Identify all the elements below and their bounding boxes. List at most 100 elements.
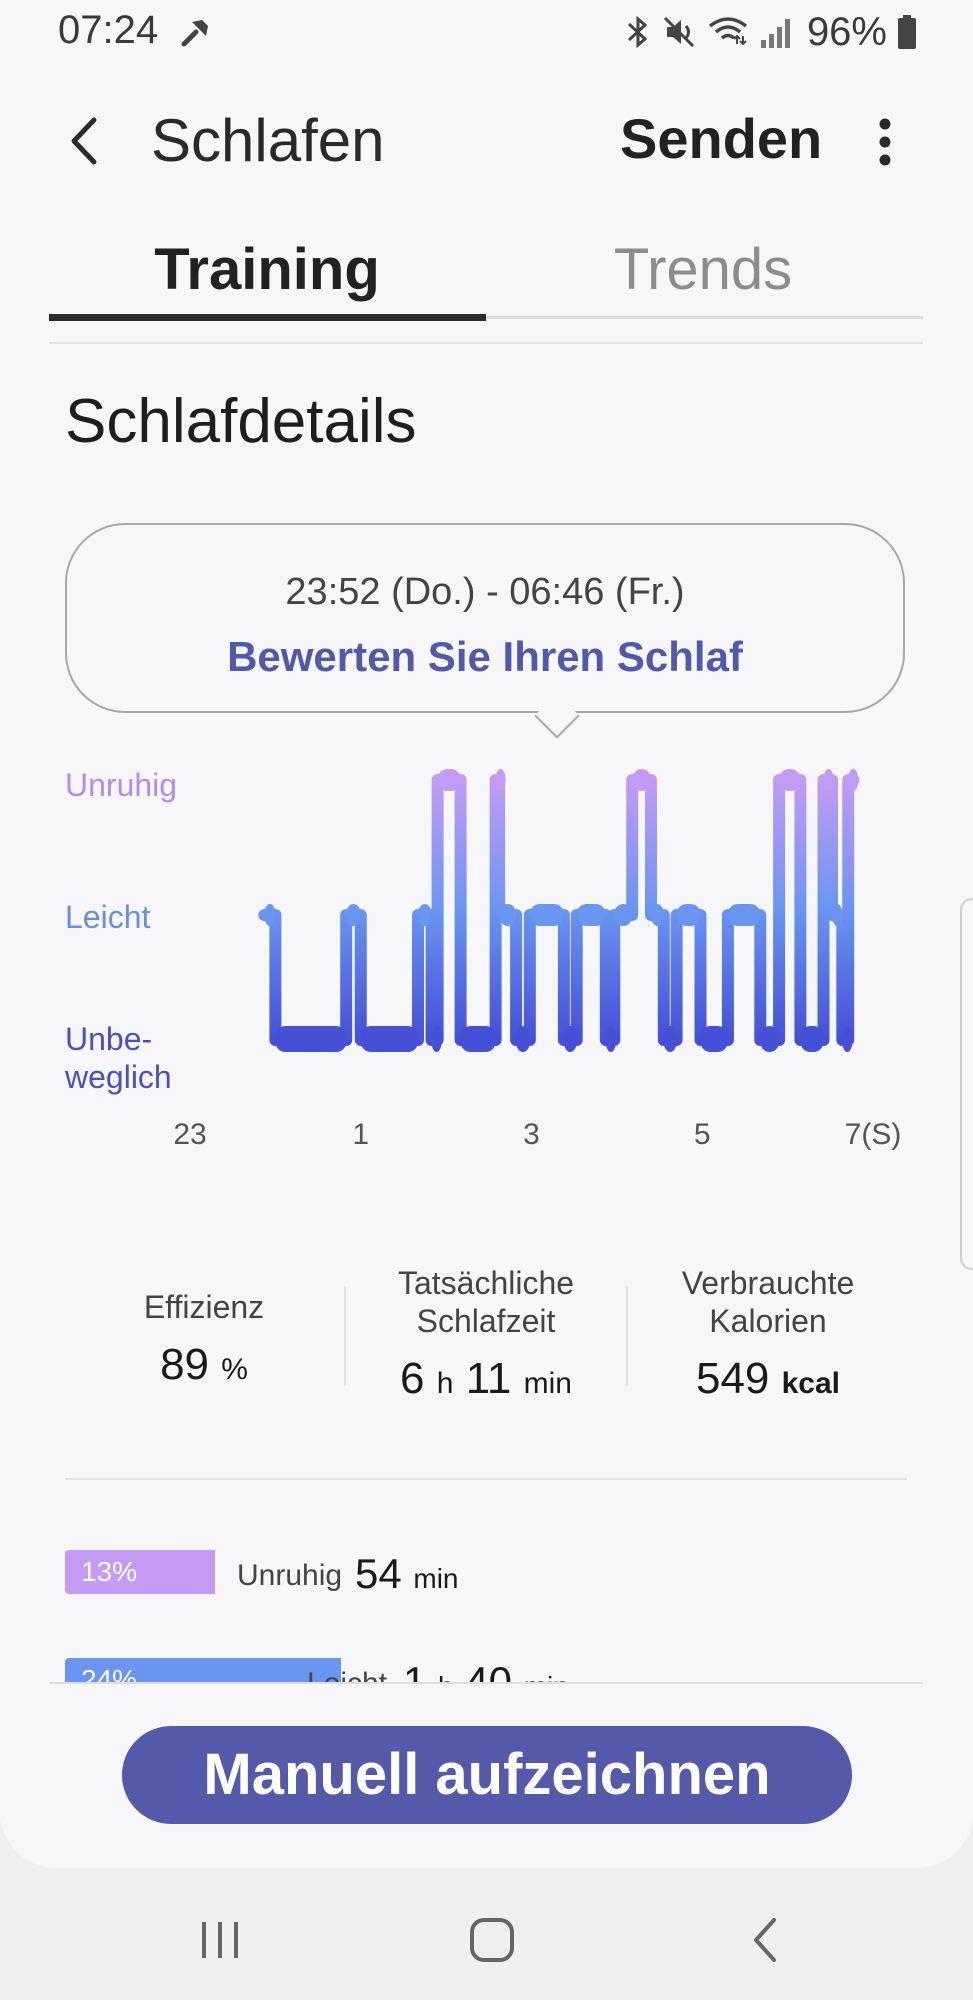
calories-unit: kcal [781, 1367, 841, 1400]
manual-record-button[interactable]: Manuell aufzeichnen [122, 1726, 852, 1824]
stat-actual-sleep-label: Tatsächliche Schlafzeit [346, 1264, 626, 1340]
efficiency-number: 89 [160, 1340, 210, 1389]
calories-number: 549 [695, 1354, 770, 1403]
tab-training[interactable]: Training [154, 237, 380, 302]
sleep-time-bubble: 23:52 (Do.) - 06:46 (Fr.) Bewerten Sie I… [65, 523, 905, 713]
calories-label-line1: Verbrauchte [681, 1265, 855, 1301]
section-title: Schlafdetails [65, 387, 417, 456]
back-icon[interactable] [736, 1910, 796, 1970]
leicht-minutes-unit: min [524, 1671, 569, 1684]
x-tick-label: 1 [352, 1118, 370, 1151]
sleep-stage-segment [576, 904, 606, 926]
sleep-stage-segment [727, 904, 761, 926]
efficiency-unit: % [221, 1353, 248, 1386]
sleep-stage-segment [614, 904, 633, 926]
tab-indicator [49, 314, 486, 321]
stat-calories-value: 549 kcal [628, 1354, 908, 1404]
unruhig-minutes: 54 [355, 1550, 402, 1597]
stat-separator [344, 1286, 346, 1386]
sleep-stage-chart [258, 769, 860, 1052]
sleep-stage-segment [848, 769, 859, 791]
sleep-stage-segment [499, 904, 517, 926]
stat-efficiency-value: 89 % [64, 1340, 344, 1390]
calories-label-line2: Kalorien [709, 1303, 827, 1339]
x-tick-label: 3 [523, 1118, 540, 1151]
sleep-stage-segment [275, 1026, 347, 1052]
breakdown-value-leicht: 1 h 40 min [403, 1654, 569, 1684]
back-arrow-icon[interactable] [62, 112, 108, 170]
sleep-stage-segment [779, 769, 801, 791]
leicht-hours-unit: h [438, 1671, 454, 1684]
status-bar: 07:24 [0, 0, 973, 66]
actual-sleep-hours: 6 [400, 1354, 425, 1403]
x-tick-label: 5 [693, 1118, 711, 1151]
list-bottom-divider [49, 1682, 923, 1684]
stat-efficiency: Effizienz 89 % [64, 1264, 344, 1390]
breakdown-bar-leicht: 24% [65, 1658, 341, 1684]
leicht-minutes: 40 [465, 1658, 512, 1684]
breakdown-bar-unruhig: 13% [65, 1550, 215, 1594]
actual-sleep-minutes: 11 [465, 1354, 512, 1403]
home-icon[interactable] [462, 1910, 522, 1970]
actual-sleep-label-line2: Schlafzeit [416, 1303, 556, 1339]
tab-trends[interactable]: Trends [613, 237, 793, 302]
stat-actual-sleep-value: 6 h 11 min [346, 1354, 626, 1404]
x-tick-label: 23 [173, 1118, 207, 1151]
sleep-stage-segment [663, 1026, 677, 1052]
sleep-stage-segment [437, 769, 461, 791]
sleep-stage-segment [676, 904, 701, 926]
sleep-stage-segment [418, 904, 432, 926]
sleep-stage-segment [842, 1026, 853, 1052]
page-title: Schlafen [151, 107, 385, 174]
status-time: 07:24 [58, 8, 159, 52]
y-label-leicht: Leicht [65, 899, 151, 935]
tab-track [49, 316, 923, 319]
recents-icon[interactable] [190, 1910, 250, 1970]
sleep-stage-segment [431, 1026, 442, 1052]
sleep-stage-segment [605, 1026, 616, 1052]
header-divider [49, 342, 923, 344]
tool-icon [181, 20, 208, 47]
sleep-stage-segment [832, 904, 843, 926]
battery-icon [898, 15, 916, 49]
sleep-stage-segment [700, 1026, 728, 1052]
sleep-time-range: 23:52 (Do.) - 06:46 (Fr.) [285, 571, 685, 613]
edge-panel-handle[interactable] [960, 898, 973, 1270]
y-label-unbeweglich: Unbe- weglich [65, 1020, 172, 1096]
y-label-unbeweglich-line1: Unbe- [65, 1021, 153, 1057]
sleep-stage-segment [632, 769, 651, 791]
sleep-stage-segment [760, 1026, 780, 1052]
sleep-stage-segment [651, 904, 664, 926]
x-tick-label: 7(S) [844, 1118, 902, 1151]
mute-icon [663, 16, 694, 48]
rate-sleep-link[interactable]: Bewerten Sie Ihren Schlaf [227, 633, 743, 680]
battery-percent: 96% [806, 9, 887, 54]
signal-icon [760, 19, 790, 48]
sleep-stage-segment [563, 1026, 577, 1052]
sleep-stage-segment [264, 904, 276, 926]
sleep-stage-segment [460, 1026, 496, 1052]
actual-sleep-label-line1: Tatsächliche [397, 1265, 575, 1301]
stat-calories: Verbrauchte Kalorien 549 kcal [628, 1264, 908, 1404]
actual-sleep-minutes-unit: min [523, 1367, 572, 1400]
stats-divider [65, 1478, 907, 1480]
sleep-stage-segment [800, 1026, 824, 1052]
more-options-icon[interactable] [870, 112, 900, 172]
sleep-stage-segment [360, 1026, 418, 1052]
send-button[interactable]: Senden [620, 107, 823, 170]
status-icons: 96% [625, 10, 917, 54]
sleep-stage-segment [346, 904, 361, 926]
stat-calories-label: Verbrauchte Kalorien [628, 1264, 908, 1340]
bluetooth-icon [627, 15, 648, 49]
y-label-unruhig: Unruhig [65, 767, 178, 803]
stage-breakdown-list[interactable]: 13% Unruhig 54 min 24% Leicht 1 h 40 min [0, 1480, 973, 1684]
actual-sleep-hours-unit: h [436, 1367, 454, 1400]
breakdown-value-unruhig: 54 min [355, 1546, 459, 1607]
unruhig-minutes-unit: min [413, 1563, 459, 1594]
stat-efficiency-label: Effizienz [143, 1289, 265, 1325]
stat-separator [626, 1286, 628, 1386]
wifi-icon [708, 17, 748, 46]
stat-actual-sleep: Tatsächliche Schlafzeit 6 h 11 min [346, 1264, 626, 1404]
leicht-hours: 1 [403, 1658, 427, 1684]
sleep-stage-segment [516, 1026, 530, 1052]
